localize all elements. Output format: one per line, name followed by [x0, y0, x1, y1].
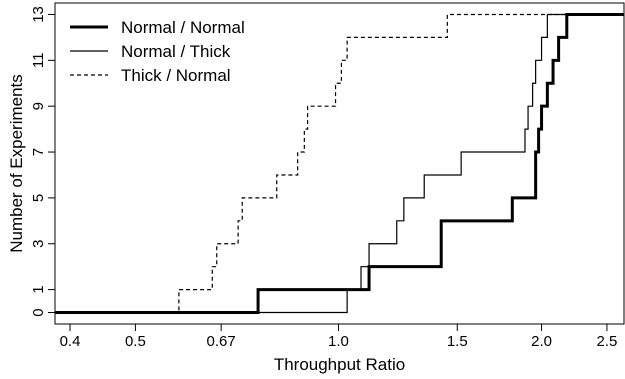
x-tick-label: 1.0 [328, 333, 349, 350]
y-tick-label: 5 [30, 194, 47, 202]
x-tick-label: 0.67 [207, 333, 236, 350]
series-layer [55, 12, 624, 315]
x-tick-label: 0.5 [125, 333, 146, 350]
y-tick-label: 9 [30, 102, 47, 110]
y-tick-label: 0 [30, 308, 47, 316]
series-line-3 [55, 13, 624, 314]
legend-label-3: Thick / Normal [121, 66, 231, 85]
y-tick-label: 11 [30, 53, 47, 69]
x-tick-label: 2.5 [596, 333, 617, 350]
y-axis-title: Number of Experiments [7, 74, 26, 253]
x-tick-label: 0.4 [60, 333, 81, 350]
legend-label-2: Normal / Thick [121, 42, 231, 61]
y-tick-label: 7 [30, 148, 47, 156]
plot-frame [54, 2, 625, 325]
x-tick-label: 1.5 [447, 333, 468, 350]
x-axis: 0.4 0.5 0.67 1.0 1.5 2.0 2.5 [60, 324, 617, 350]
y-tick-label: 1 [30, 285, 47, 293]
x-axis-title: Throughput Ratio [274, 355, 405, 374]
y-tick-label: 3 [30, 240, 47, 248]
series-line-2 [55, 13, 624, 314]
series-line-1 [55, 12, 624, 315]
legend-label-1: Normal / Normal [121, 18, 245, 37]
x-tick-label: 2.0 [531, 333, 552, 350]
y-tick-label: 13 [30, 6, 47, 23]
legend: Normal / Normal Normal / Thick Thick / Nor… [70, 18, 245, 85]
